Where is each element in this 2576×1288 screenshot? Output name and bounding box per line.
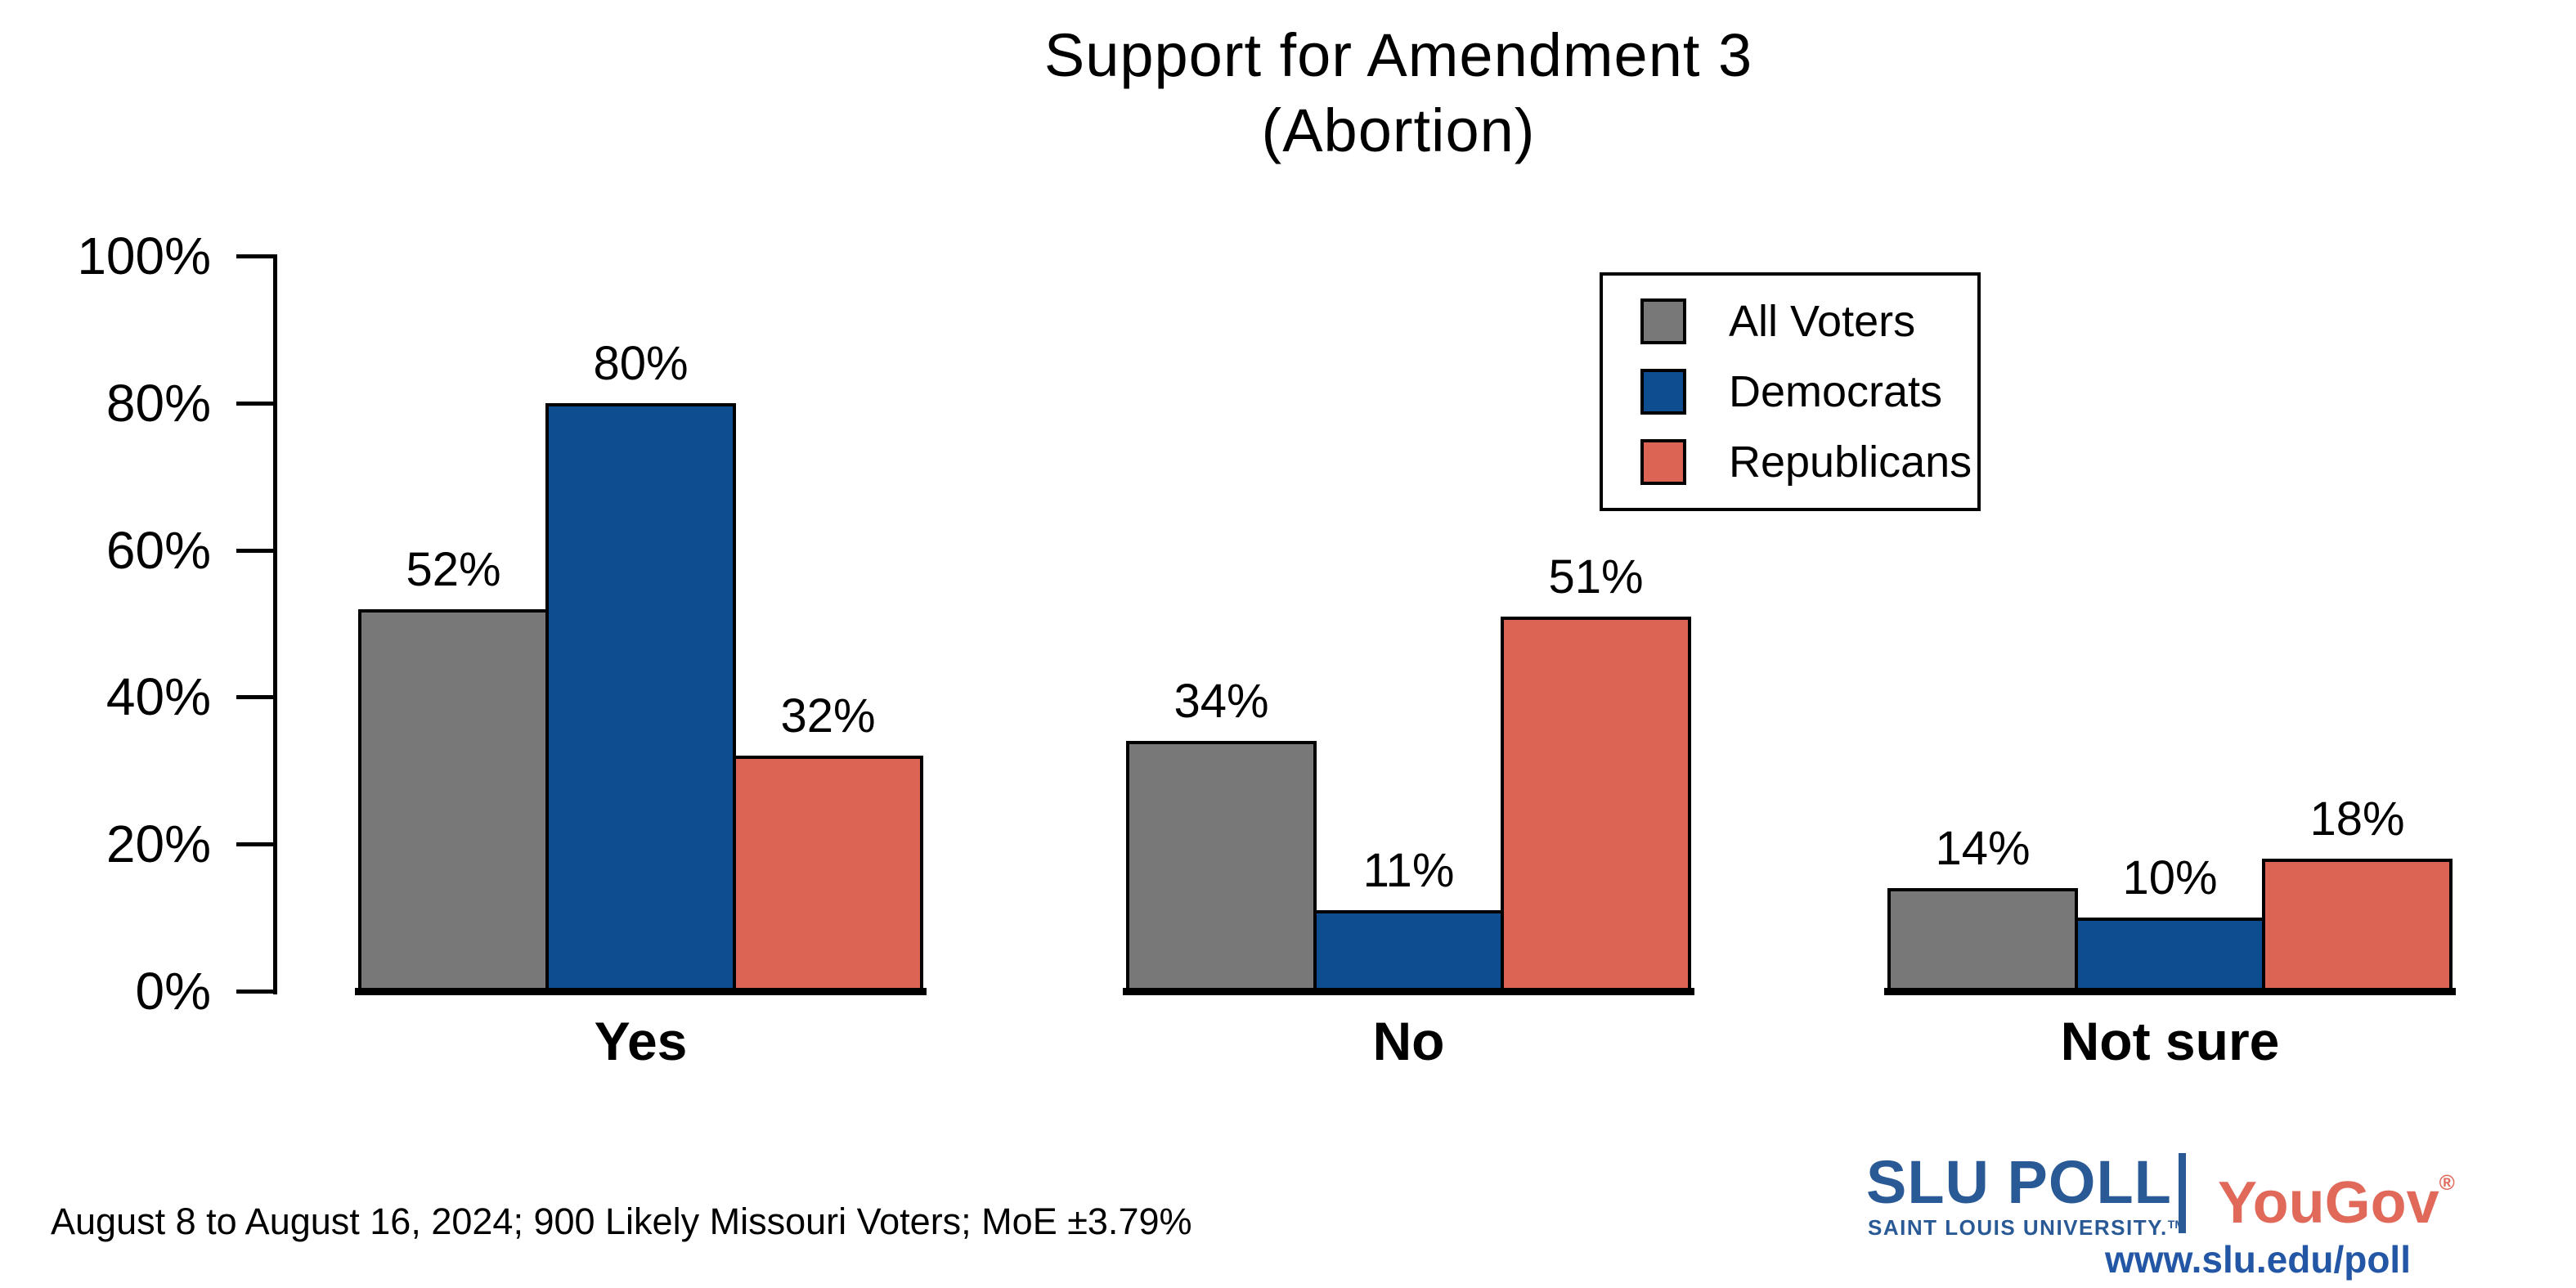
- bar-democrats-no: [1313, 910, 1504, 991]
- slu-university-label: SAINT LOUIS UNIVERSITY.: [1868, 1215, 2168, 1240]
- democrats-swatch: [1640, 369, 1686, 415]
- y-tick-label: 100%: [77, 227, 211, 285]
- y-tick: [236, 842, 273, 847]
- y-tick: [236, 401, 273, 406]
- value-label-democrats-no: 11%: [1362, 844, 1455, 898]
- value-label-republicans-no: 51%: [1548, 550, 1644, 604]
- yougov-logo: YouGov®: [2218, 1151, 2455, 1234]
- y-tick: [236, 254, 273, 258]
- value-label-democrats-not-sure: 10%: [2122, 851, 2218, 905]
- category-label-no: No: [1372, 1011, 1445, 1071]
- category-label-yes: Yes: [594, 1011, 688, 1071]
- yougov-label: YouGov: [2218, 1170, 2439, 1236]
- legend-item-all-voters: All Voters: [1640, 298, 1977, 344]
- y-tick: [236, 695, 273, 700]
- logo-separator: [2179, 1153, 2186, 1233]
- legend-label: Democrats: [1729, 367, 1943, 416]
- bar-all-voters-yes: [358, 608, 549, 991]
- bar-democrats-not-sure: [2075, 918, 2265, 991]
- bar-all-voters-not-sure: [1887, 888, 2078, 991]
- chart-title-line1: Support for Amendment 3: [1043, 21, 1753, 89]
- x-baseline: [355, 988, 927, 995]
- chart-title-line2: (Abortion): [1261, 96, 1536, 164]
- legend-label: All Voters: [1729, 297, 1916, 346]
- bar-republicans-yes: [733, 756, 923, 991]
- slu-poll-url: www.slu.edu/poll: [2105, 1238, 2411, 1281]
- x-baseline: [1123, 988, 1694, 995]
- y-tick-label: 0%: [135, 962, 212, 1021]
- y-tick: [236, 990, 273, 994]
- footnote: August 8 to August 16, 2024; 900 Likely …: [51, 1200, 1192, 1242]
- bar-republicans-no: [1501, 616, 1691, 991]
- y-tick-label: 20%: [105, 815, 211, 874]
- registered-symbol: ®: [2439, 1170, 2455, 1195]
- slu-university-text: SAINT LOUIS UNIVERSITY.TM: [1868, 1212, 2184, 1240]
- value-label-all-voters-no: 34%: [1174, 675, 1269, 729]
- y-axis-line: [273, 254, 277, 994]
- value-label-republicans-yes: 32%: [780, 689, 876, 743]
- y-tick-label: 80%: [105, 373, 211, 433]
- y-tick-label: 60%: [105, 520, 211, 580]
- bar-democrats-yes: [545, 402, 736, 991]
- republicans-swatch: [1640, 439, 1686, 485]
- category-label-not-sure: Not sure: [2060, 1011, 2280, 1071]
- legend: All Voters Democrats Republicans: [1600, 272, 1981, 511]
- bar-republicans-not-sure: [2262, 859, 2453, 991]
- value-label-republicans-not-sure: 18%: [2309, 792, 2405, 846]
- legend-label: Republicans: [1729, 438, 1972, 487]
- value-label-all-voters-not-sure: 14%: [1935, 822, 2031, 876]
- value-label-all-voters-yes: 52%: [406, 542, 501, 596]
- legend-item-democrats: Democrats: [1640, 369, 1977, 415]
- chart-title: Support for Amendment 3 (Abortion): [278, 18, 2519, 168]
- slu-poll-logo: SLU POLL: [1866, 1148, 2172, 1216]
- bar-all-voters-no: [1126, 741, 1317, 991]
- legend-item-republicans: Republicans: [1640, 439, 1977, 485]
- y-tick-label: 40%: [105, 667, 211, 727]
- value-label-democrats-yes: 80%: [593, 336, 689, 390]
- y-tick: [236, 548, 273, 553]
- x-baseline: [1884, 988, 2456, 995]
- all-voters-swatch: [1640, 298, 1686, 344]
